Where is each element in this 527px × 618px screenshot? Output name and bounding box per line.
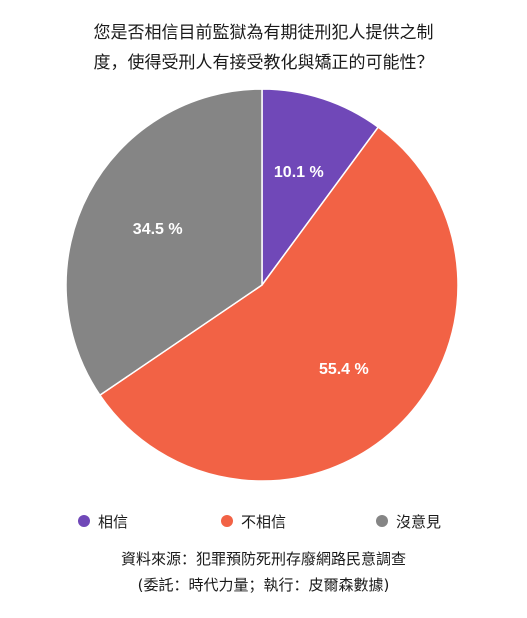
legend-swatch-agree	[78, 515, 90, 527]
chart-title: 您是否相信目前監獄為有期徒刑犯人提供之制 度，使得受刑人有接受教化與矯正的可能性…	[40, 18, 487, 78]
pie-slice-no-opinion	[65, 88, 263, 397]
legend-item-no-opinion: 沒意見	[376, 509, 441, 533]
pie-slices	[65, 88, 459, 482]
chart-title-line-2: 度，使得受刑人有接受教化與矯正的可能性？	[93, 53, 434, 73]
legend-swatch-disagree	[221, 515, 233, 527]
legend-item-agree: 相信	[78, 509, 128, 533]
pie-label-no-opinion: 34.5 %	[133, 221, 183, 238]
legend-label-no-opinion: 沒意見	[396, 512, 442, 531]
pie-slice-disagree	[98, 126, 459, 482]
legend-item-disagree: 不相信	[221, 509, 286, 533]
pie-labels: 10.1 % 55.4 % 34.5 %	[133, 164, 369, 378]
pie-label-disagree: 55.4 %	[319, 361, 369, 378]
pie-slice-agree	[261, 88, 380, 288]
legend: 相信 不相信 沒意見	[0, 509, 527, 533]
legend-label-agree: 相信	[98, 512, 129, 531]
chart-title-line-1: 您是否相信目前監獄為有期徒刑犯人提供之制	[93, 23, 434, 43]
source-line-2: (委託：時代力量；執行：皮爾森數據)	[137, 576, 390, 594]
legend-label-disagree: 不相信	[241, 512, 287, 531]
pie-label-agree: 10.1 %	[274, 164, 324, 181]
source-line-1: 資料來源：犯罪預防死刑存廢網路民意調查	[120, 550, 406, 568]
legend-swatch-no-opinion	[376, 515, 388, 527]
